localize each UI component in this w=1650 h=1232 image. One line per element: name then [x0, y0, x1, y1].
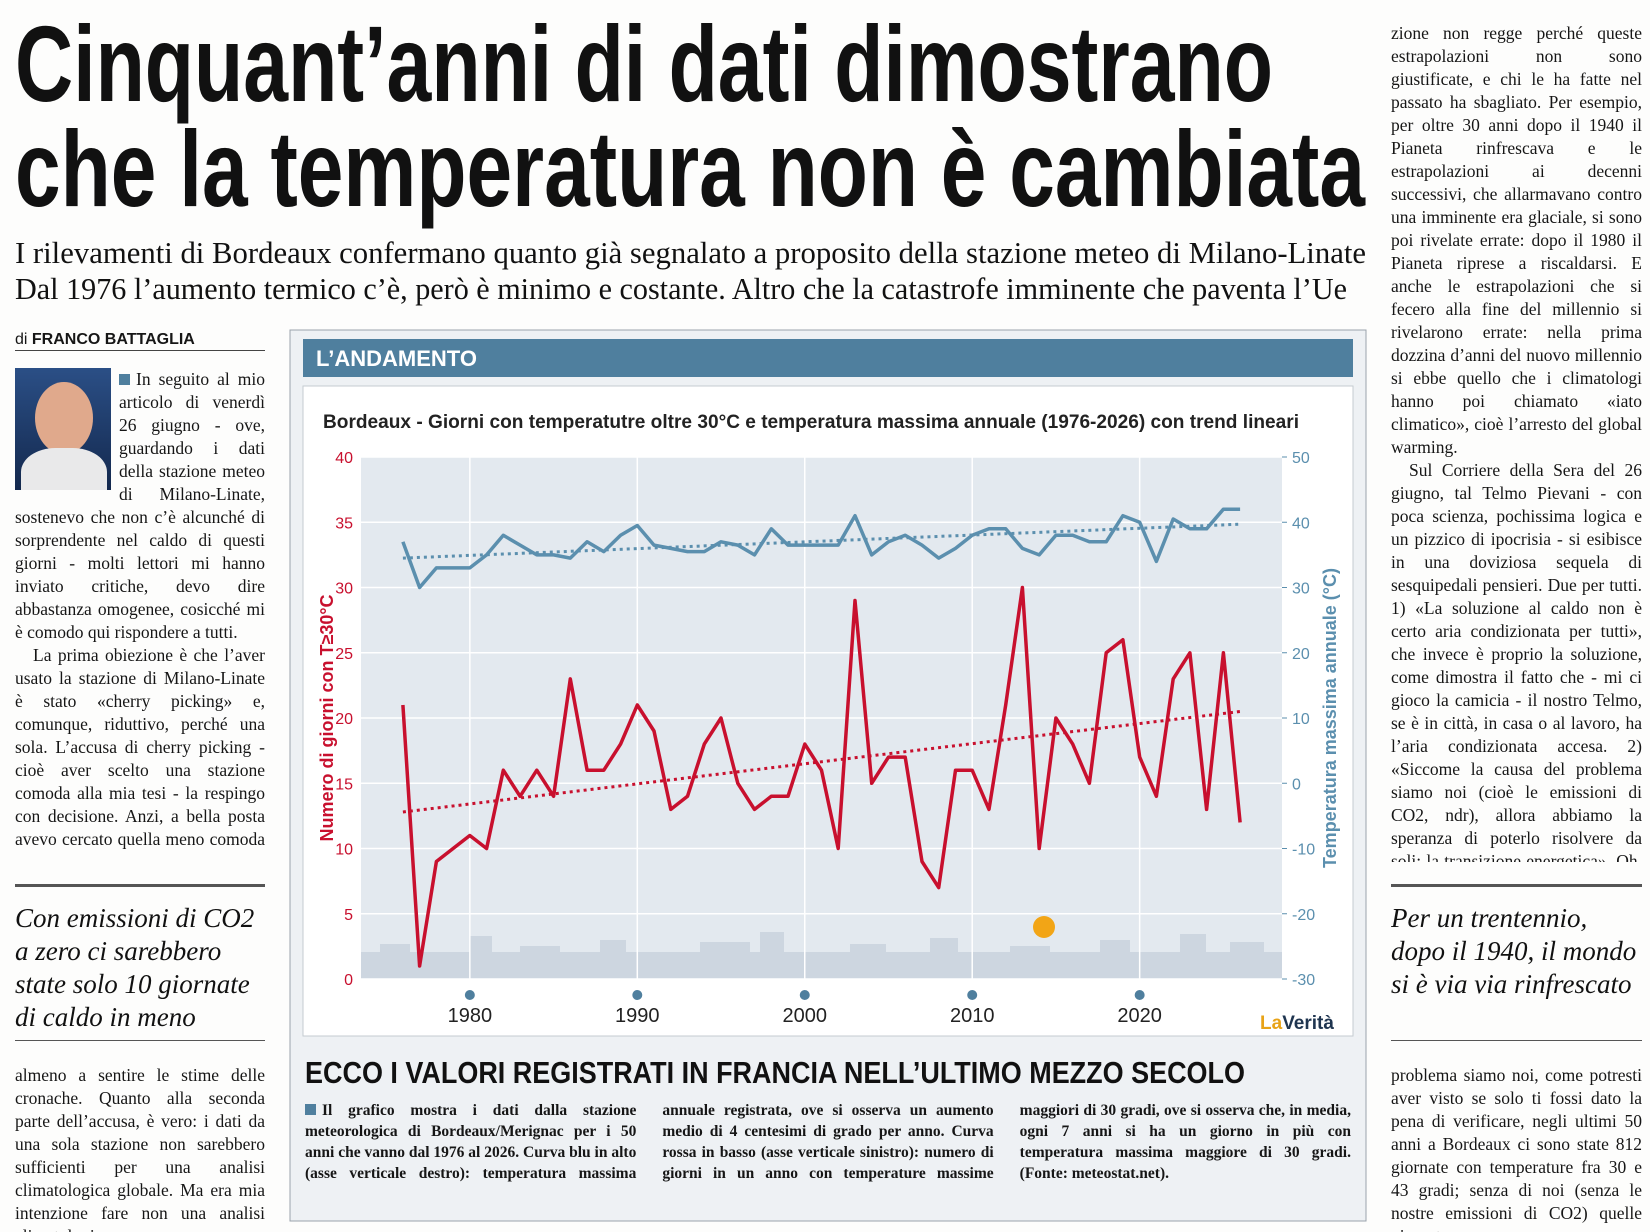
graphic-label: L’ANDAMENTO — [316, 346, 477, 371]
graphic-caption: Il grafico mostra i dati dalla stazione … — [305, 1100, 1351, 1212]
byline-author: FRANCO BATTAGLIA — [31, 331, 195, 348]
y-tick-label: 15 — [335, 776, 353, 793]
paragraph: La prima obiezione è che l’aver usato la… — [15, 645, 265, 860]
right-column-text: zione non regge perché queste estrapolaz… — [1391, 22, 1642, 862]
data-line — [401, 585, 1242, 968]
bullet — [119, 374, 130, 385]
x-tick-mark — [799, 990, 810, 1000]
right-column-continuation: problema siamo noi, come potresti aver v… — [1391, 1064, 1642, 1232]
y2-axis-label: Temperatura massima annuale (°C) — [1320, 568, 1340, 868]
y-tick-label: 5 — [344, 907, 353, 924]
byline: di FRANCO BATTAGLIA — [15, 330, 265, 351]
x-tick-mark — [1134, 990, 1145, 1000]
trend-line — [402, 710, 1241, 814]
paragraph: Sul Corriere della Sera del 26 giugno, t… — [1391, 460, 1642, 862]
rule — [1391, 1040, 1642, 1041]
y-tick-label: 20 — [335, 711, 353, 728]
paragraph: zione non regge perché queste estrapolaz… — [1391, 23, 1642, 457]
paragraph: In seguito al mio articolo di venerdì 26… — [15, 368, 265, 644]
y-tick-label: 0 — [344, 972, 353, 989]
paragraph: problema siamo noi, come potresti aver v… — [1391, 1065, 1642, 1232]
rule — [15, 884, 265, 887]
logo-part: La — [1260, 1013, 1283, 1034]
x-tick-label: 1990 — [615, 1005, 660, 1027]
paragraph-text: In seguito al mio articolo di venerdì 26… — [15, 369, 265, 642]
byline-prefix: di — [15, 331, 28, 348]
caption-text: Il grafico mostra i dati dalla stazione … — [305, 1102, 1351, 1182]
x-tick-label: 1980 — [448, 1005, 493, 1027]
pull-quote: Con emissioni di CO2 a zero ci sarebbero… — [15, 903, 255, 1032]
y2-tick-label: -10 — [1292, 842, 1315, 859]
y2-tick-label: -20 — [1292, 907, 1315, 924]
left-column-continuation: almeno a sentire le stime delle cronache… — [15, 1064, 265, 1232]
graphic-headline: ECCO I VALORI REGISTRATI IN FRANCIA NELL… — [305, 1055, 1245, 1090]
y2-tick-label: 40 — [1292, 515, 1310, 532]
y-tick-label: 30 — [335, 581, 353, 598]
y-tick-label: 10 — [335, 842, 353, 859]
pull-quote: Per un trentennio, dopo il 1940, il mond… — [1391, 903, 1637, 999]
x-tick-label: 2010 — [950, 1005, 995, 1027]
headline: Cinquant’anni di dati dimostrano — [15, 3, 1273, 124]
y-tick-label: 35 — [335, 515, 353, 532]
sun-icon — [1033, 916, 1055, 938]
y2-tick-label: 30 — [1292, 581, 1310, 598]
y2-tick-label: -30 — [1292, 972, 1315, 989]
y2-tick-label: 50 — [1292, 450, 1310, 467]
author-photo — [15, 368, 111, 490]
data-line — [401, 507, 1241, 590]
rule — [1391, 884, 1642, 887]
y-tick-label: 40 — [335, 450, 353, 467]
x-tick-mark — [632, 990, 643, 1000]
chart-title: Bordeaux - Giorni con temperatutre oltre… — [323, 412, 1299, 433]
logo: LaVerità — [1260, 1013, 1334, 1034]
x-tick-label: 2000 — [783, 1005, 828, 1027]
bullet — [305, 1104, 316, 1115]
left-column-text: In seguito al mio articolo di venerdì 26… — [15, 368, 265, 860]
y2-tick-label: 20 — [1292, 646, 1310, 663]
y-axis-label: Numero di giorni con T≥30°C — [317, 594, 337, 841]
logo-part: Verità — [1282, 1013, 1334, 1034]
y-tick-label: 25 — [335, 646, 353, 663]
x-tick-mark — [464, 990, 475, 1000]
rule — [15, 1040, 265, 1041]
headline: che la temperatura non è cambiata — [15, 108, 1366, 229]
x-tick-label: 2020 — [1117, 1005, 1162, 1027]
y2-tick-label: 10 — [1292, 711, 1310, 728]
y2-tick-label: 0 — [1292, 776, 1301, 793]
subtitle: Dal 1976 l’aumento termico c’è, però è m… — [15, 271, 1347, 306]
skyline — [361, 932, 1282, 979]
x-tick-mark — [967, 990, 978, 1000]
subtitle: I rilevamenti di Bordeaux confermano qua… — [15, 235, 1366, 270]
graphic-label-bar — [303, 339, 1353, 377]
paragraph: almeno a sentire le stime delle cronache… — [15, 1065, 265, 1232]
